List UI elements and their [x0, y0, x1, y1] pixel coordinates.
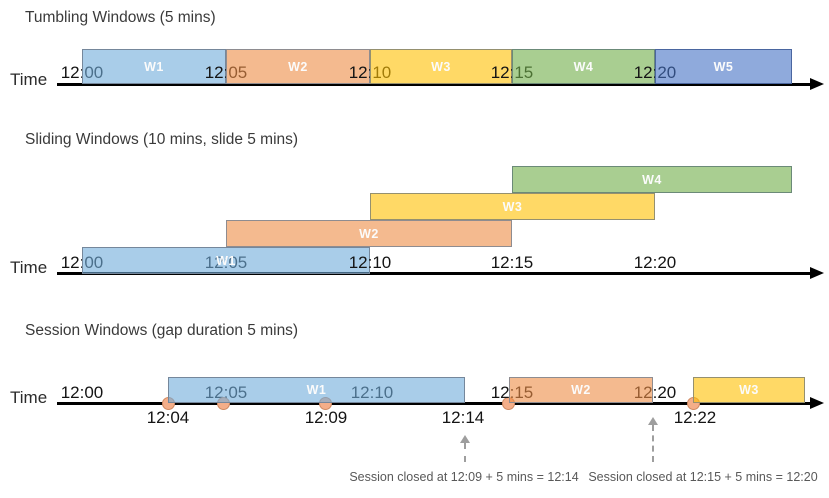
session-closed-annotation-1: Session closed at 12:09 + 5 mins = 12:14	[349, 470, 579, 484]
window-label-w4: W4	[642, 172, 662, 187]
time-axis-label-tumbling: Time	[10, 70, 48, 89]
window-block-sliding-w4: W4	[512, 166, 792, 193]
timeline-session	[57, 402, 810, 405]
window-block-tumbling-w3: W3	[370, 49, 512, 84]
window-label-w1: W1	[144, 59, 164, 74]
window-block-tumbling-w5: W5	[655, 49, 792, 84]
event-time-label: 12:22	[673, 408, 717, 427]
up-arrow-head	[460, 435, 470, 443]
window-label-w2: W2	[359, 226, 379, 241]
timeline-arrowhead-sliding	[810, 267, 824, 279]
window-label-w3: W3	[431, 59, 451, 74]
timeline-sliding	[57, 272, 810, 275]
window-block-sliding-w2: W2	[226, 220, 512, 247]
tick-label-sliding: 12:20	[633, 253, 677, 272]
tick-label-sliding: 12:10	[348, 253, 392, 272]
window-label-w3: W3	[739, 383, 759, 397]
window-block-sliding-w1: W1	[82, 247, 370, 274]
window-block-session-w3: W3	[693, 377, 805, 403]
session-closed-annotation-2: Session closed at 12:15 + 5 mins = 12:20	[588, 470, 818, 484]
window-label-w1: W1	[216, 253, 236, 268]
window-label-w1: W1	[306, 383, 327, 397]
window-block-tumbling-w4: W4	[512, 49, 655, 84]
session-windows-title: Session Windows (gap duration 5 mins)	[25, 322, 299, 339]
time-axis-label-sliding: Time	[10, 258, 48, 277]
event-time-label: 12:14	[441, 408, 485, 427]
sliding-windows-title: Sliding Windows (10 mins, slide 5 mins)	[25, 131, 299, 148]
window-block-tumbling-w1: W1	[82, 49, 226, 84]
event-time-label: 12:04	[146, 408, 190, 427]
time-axis-label-session: Time	[10, 388, 48, 407]
window-label-w2: W2	[571, 383, 591, 397]
timeline-arrowhead-tumbling	[810, 78, 824, 90]
tumbling-windows-title: Tumbling Windows (5 mins)	[25, 9, 216, 26]
window-label-w2: W2	[288, 59, 308, 74]
tick-label-session: 12:00	[60, 383, 104, 402]
window-block-tumbling-w2: W2	[226, 49, 370, 84]
window-label-w5: W5	[713, 59, 734, 74]
timeline-tumbling	[57, 83, 810, 86]
up-arrow-stem	[652, 425, 654, 462]
window-block-sliding-w3: W3	[370, 193, 655, 220]
up-arrow-head	[648, 417, 658, 425]
window-label-w3: W3	[502, 199, 523, 214]
window-label-w4: W4	[573, 59, 594, 74]
window-block-session-w1: W1	[168, 377, 465, 403]
timeline-arrowhead-session	[810, 397, 824, 409]
window-block-session-w2: W2	[509, 377, 653, 403]
tick-label-sliding: 12:15	[490, 253, 534, 272]
up-arrow-stem	[464, 443, 466, 462]
event-time-label: 12:09	[304, 408, 348, 427]
